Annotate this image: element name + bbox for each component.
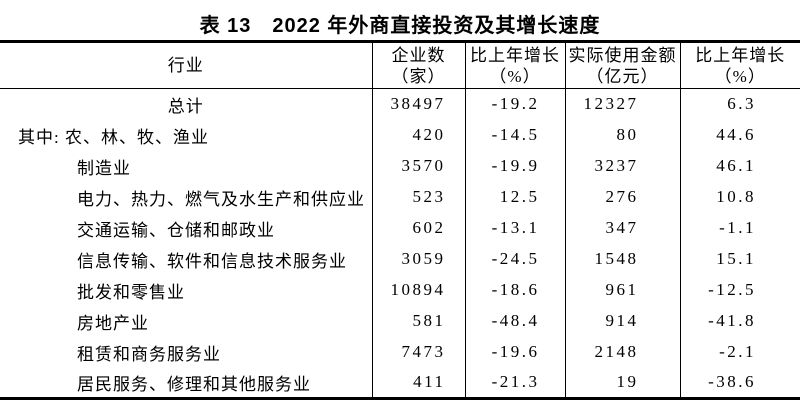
fdi-table: 行业 企业数 （家） 比上年增长 （%）	[0, 40, 800, 400]
table-row: 其中: 农、林、牧、渔业 420 -14.5 80 44.6	[0, 119, 800, 151]
cell-growth-amount: 6.3	[679, 88, 800, 120]
cell-growth-enterprises: -14.5	[464, 119, 565, 151]
cell-enterprises: 38497	[371, 88, 465, 120]
header-growth-enterprises-label: 比上年增长	[470, 45, 560, 65]
header-cell-industry: 行业	[0, 41, 372, 89]
cell-amount: 1548	[564, 243, 680, 275]
cell-growth-enterprises: -48.4	[464, 305, 565, 337]
cell-industry: 其中: 农、林、牧、渔业	[18, 127, 209, 147]
header-cell-growth-enterprises: 比上年增长 （%）	[464, 41, 565, 89]
cell-enterprises: 411	[371, 367, 465, 399]
cell-growth-amount: 15.1	[679, 243, 800, 275]
cell-amount: 914	[564, 305, 680, 337]
cell-growth-amount: -38.6	[679, 367, 800, 399]
cell-growth-amount: 44.6	[679, 119, 800, 151]
table-row: 交通运输、仓储和邮政业 602 -13.1 347 -1.1	[0, 212, 800, 244]
cell-growth-amount: 10.8	[679, 181, 800, 213]
header-cell-amount: 实际使用金额 （亿元）	[564, 41, 680, 89]
cell-enterprises: 581	[371, 305, 465, 337]
header-growth-enterprises-unit: （%）	[489, 66, 541, 86]
cell-growth-enterprises: -13.1	[464, 212, 565, 244]
header-industry-label: 行业	[167, 56, 204, 75]
cell-growth-amount: -41.8	[679, 305, 800, 337]
cell-amount: 12327	[564, 88, 680, 120]
cell-industry: 居民服务、修理和其他服务业	[77, 374, 311, 394]
cell-enterprises: 523	[371, 181, 465, 213]
header-growth-amount-unit: （%）	[714, 66, 766, 86]
cell-enterprises: 10894	[371, 274, 465, 306]
table-row: 房地产业 581 -48.4 914 -41.8	[0, 305, 800, 337]
cell-growth-enterprises: -24.5	[464, 243, 565, 275]
cell-growth-amount: -1.1	[679, 212, 800, 244]
cell-growth-amount: -12.5	[679, 274, 800, 306]
cell-growth-enterprises: -18.6	[464, 274, 565, 306]
table-row: 租赁和商务服务业 7473 -19.6 2148 -2.1	[0, 336, 800, 368]
cell-amount: 2148	[564, 336, 680, 368]
table-body: 总计 38497 -19.2 12327 6.3 其中: 农、林、牧、渔业 420 -14.5…	[0, 88, 800, 399]
table-title: 表 13 2022 年外商直接投资及其增长速度	[199, 15, 601, 37]
table-row: 居民服务、修理和其他服务业 411 -21.3 19 -38.6	[0, 367, 800, 399]
cell-industry: 房地产业	[77, 313, 149, 333]
cell-amount: 3237	[564, 150, 680, 182]
cell-growth-enterprises: 12.5	[464, 181, 565, 213]
table-header-row: 行业 企业数 （家） 比上年增长 （%）	[0, 41, 800, 89]
cell-amount: 276	[564, 181, 680, 213]
cell-growth-amount: -2.1	[679, 336, 800, 368]
cell-growth-enterprises: -19.6	[464, 336, 565, 368]
header-amount-label: 实际使用金额	[568, 45, 677, 65]
cell-enterprises: 602	[371, 212, 465, 244]
cell-industry: 交通运输、仓储和邮政业	[77, 220, 275, 240]
table-row: 总计 38497 -19.2 12327 6.3	[0, 88, 800, 120]
cell-amount: 961	[564, 274, 680, 306]
cell-enterprises: 3059	[371, 243, 465, 275]
cell-amount: 19	[564, 367, 680, 399]
cell-industry: 电力、热力、燃气及水生产和供应业	[77, 189, 365, 209]
cell-enterprises: 7473	[371, 336, 465, 368]
header-cell-growth-amount: 比上年增长 （%）	[679, 41, 800, 89]
cell-industry: 批发和零售业	[77, 282, 185, 302]
table-row: 批发和零售业 10894 -18.6 961 -12.5	[0, 274, 800, 306]
cell-growth-enterprises: -19.2	[464, 88, 565, 120]
table-row: 制造业 3570 -19.9 3237 46.1	[0, 150, 800, 182]
cell-amount: 347	[564, 212, 680, 244]
cell-enterprises: 420	[371, 119, 465, 151]
header-enterprises-label: 企业数	[391, 45, 446, 65]
cell-growth-amount: 46.1	[679, 150, 800, 182]
header-amount-unit: （亿元）	[586, 66, 659, 86]
cell-growth-enterprises: -19.9	[464, 150, 565, 182]
cell-enterprises: 3570	[371, 150, 465, 182]
cell-amount: 80	[564, 119, 680, 151]
cell-industry: 总计	[167, 96, 204, 116]
cell-growth-enterprises: -21.3	[464, 367, 565, 399]
header-growth-amount-label: 比上年增长	[695, 45, 786, 65]
cell-industry: 租赁和商务服务业	[77, 344, 221, 364]
cell-industry: 制造业	[77, 158, 131, 178]
table-row: 电力、热力、燃气及水生产和供应业 523 12.5 276 10.8	[0, 181, 800, 213]
header-enterprises-unit: （家）	[391, 66, 446, 86]
cell-industry: 信息传输、软件和信息技术服务业	[77, 251, 347, 271]
table-row: 信息传输、软件和信息技术服务业 3059 -24.5 1548 15.1	[0, 243, 800, 275]
header-cell-enterprises: 企业数 （家）	[371, 41, 465, 89]
